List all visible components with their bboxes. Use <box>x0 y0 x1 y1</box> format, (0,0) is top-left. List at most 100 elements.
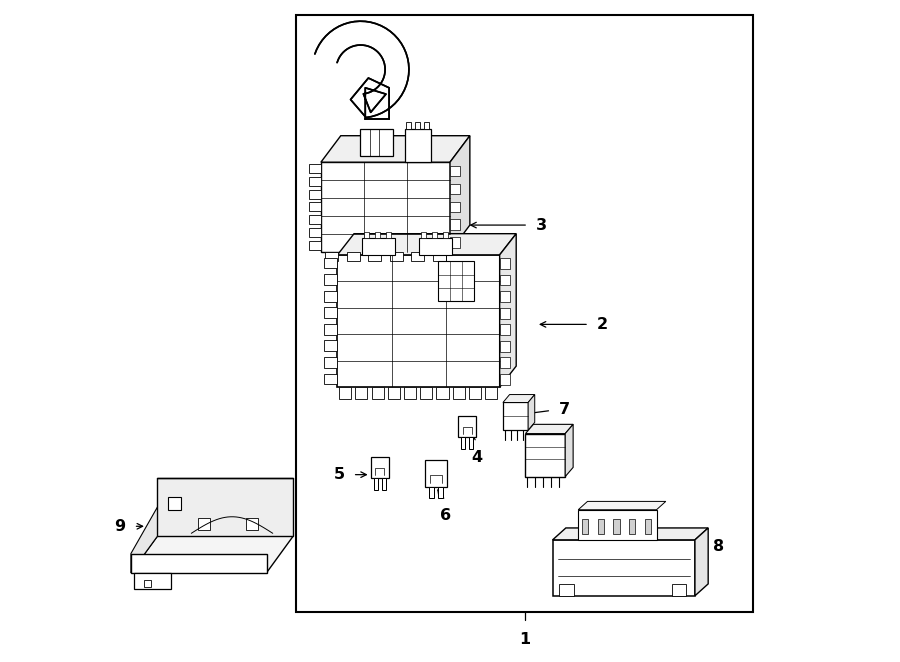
Text: 6: 6 <box>440 508 452 523</box>
Bar <box>433 252 446 261</box>
Bar <box>309 215 321 224</box>
Polygon shape <box>130 536 293 573</box>
Bar <box>404 387 416 399</box>
Polygon shape <box>695 528 708 596</box>
Polygon shape <box>321 136 470 162</box>
Bar <box>432 232 437 238</box>
Bar <box>338 255 500 387</box>
Bar <box>582 519 589 534</box>
Bar <box>420 387 432 399</box>
Polygon shape <box>503 395 535 402</box>
Polygon shape <box>130 553 266 573</box>
Text: 5: 5 <box>334 467 346 482</box>
Text: 7: 7 <box>559 402 570 416</box>
Bar <box>374 478 378 490</box>
Polygon shape <box>338 234 517 255</box>
Bar <box>443 232 448 238</box>
Text: 8: 8 <box>714 539 724 553</box>
Bar <box>339 387 351 399</box>
Text: 4: 4 <box>471 450 482 465</box>
Bar <box>424 122 429 129</box>
Bar <box>500 291 510 302</box>
Bar <box>325 252 338 261</box>
Bar <box>450 183 460 195</box>
Bar <box>309 228 321 237</box>
Bar <box>436 387 448 399</box>
Bar <box>526 434 565 477</box>
Bar <box>309 177 321 186</box>
Bar <box>450 219 460 230</box>
Bar <box>362 238 395 255</box>
Bar <box>469 387 481 399</box>
Bar <box>390 252 402 261</box>
Bar <box>418 238 452 255</box>
Text: 3: 3 <box>536 218 547 232</box>
Bar <box>388 387 400 399</box>
Bar <box>500 324 510 335</box>
Bar <box>462 437 465 449</box>
Bar <box>321 162 450 252</box>
Bar <box>309 203 321 211</box>
Bar <box>372 387 383 399</box>
Bar <box>411 252 424 261</box>
Text: 9: 9 <box>114 519 126 534</box>
Bar <box>500 357 510 368</box>
Bar <box>371 457 389 478</box>
Bar <box>324 373 338 384</box>
Bar <box>324 357 338 368</box>
Bar <box>324 340 338 352</box>
Bar <box>386 232 391 238</box>
Polygon shape <box>130 507 158 573</box>
Bar <box>450 237 460 248</box>
Bar <box>382 478 386 490</box>
Bar <box>405 129 431 162</box>
Bar <box>500 275 510 285</box>
Bar <box>309 164 321 173</box>
Bar <box>368 252 382 261</box>
Polygon shape <box>565 424 573 477</box>
Bar <box>503 402 528 430</box>
Bar <box>450 201 460 213</box>
Bar <box>500 341 510 352</box>
Polygon shape <box>528 395 535 430</box>
Polygon shape <box>450 136 470 252</box>
Polygon shape <box>526 424 573 434</box>
Bar <box>324 307 338 318</box>
Bar <box>453 387 464 399</box>
Polygon shape <box>315 21 409 119</box>
Bar <box>438 261 474 301</box>
Bar <box>500 258 510 269</box>
Bar <box>246 518 257 530</box>
Bar <box>168 496 182 510</box>
Bar <box>144 580 151 587</box>
Bar <box>309 189 321 199</box>
Bar <box>346 252 360 261</box>
Bar <box>450 166 460 177</box>
Bar <box>429 487 434 498</box>
Bar <box>324 258 338 269</box>
Text: 1: 1 <box>519 632 530 647</box>
Bar <box>415 122 420 129</box>
Bar <box>469 437 473 449</box>
Bar <box>578 510 656 540</box>
Bar <box>500 374 510 385</box>
Bar <box>364 232 369 238</box>
Bar <box>356 387 367 399</box>
Bar <box>324 324 338 335</box>
Bar <box>309 241 321 250</box>
Bar <box>671 584 687 596</box>
Bar <box>598 519 604 534</box>
Polygon shape <box>500 234 517 387</box>
Bar <box>425 460 447 487</box>
Polygon shape <box>553 528 708 540</box>
Bar <box>644 519 651 534</box>
Text: 2: 2 <box>597 317 608 332</box>
Polygon shape <box>578 501 666 510</box>
Bar <box>421 232 426 238</box>
Bar <box>485 387 497 399</box>
Bar <box>614 519 620 534</box>
Polygon shape <box>158 478 293 536</box>
Bar <box>553 540 695 596</box>
Bar <box>198 518 210 530</box>
Bar <box>324 274 338 285</box>
